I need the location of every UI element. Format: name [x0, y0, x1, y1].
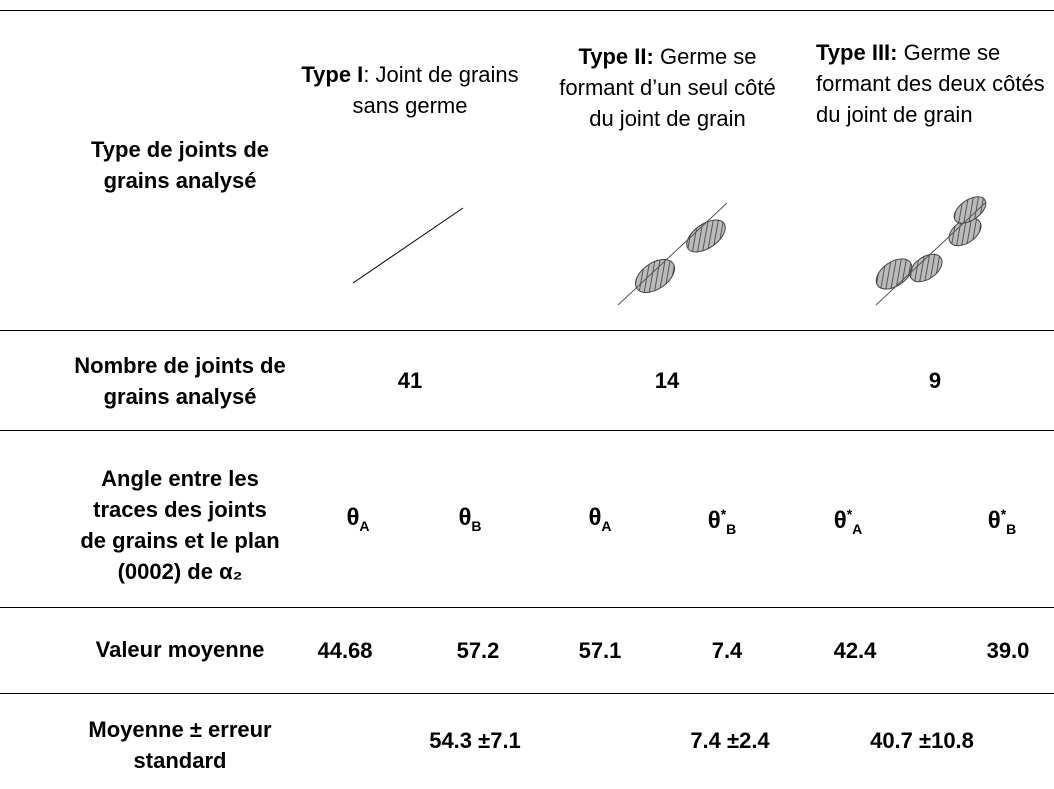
cell: 7.4 [672, 630, 782, 670]
symbol: θ*B [988, 499, 1017, 545]
symbol-sub: B [471, 518, 481, 534]
cell: 39.0 [953, 630, 1054, 670]
germ [681, 214, 731, 259]
germ [630, 253, 681, 300]
cell: 44.68 [290, 630, 400, 670]
cell: 54.3 ±7.1 [385, 720, 565, 760]
page: Type de joints de grains analysé Type I:… [0, 0, 1054, 789]
row-label: Angle entre les traces des joints de gra… [80, 455, 280, 595]
symbol-base: θ [346, 504, 359, 531]
cell: θ*B [952, 500, 1052, 544]
symbol: θ*B [708, 499, 737, 545]
symbol-sup: * [847, 506, 852, 522]
symbol-sub: A [852, 521, 862, 537]
cell: 57.1 [545, 630, 655, 670]
row-label: Nombre de joints de grains analysé [70, 344, 290, 418]
cell: 57.2 [423, 630, 533, 670]
cell: 9 [885, 360, 985, 400]
cell: 7.4 ±2.4 [640, 720, 820, 760]
germ [905, 249, 947, 288]
cell: θA [308, 500, 408, 544]
symbol-base: θ [708, 507, 721, 534]
cell: θ*A [798, 500, 898, 544]
symbol: θB [458, 502, 481, 542]
row-label: Moyenne ± erreur standard [80, 710, 280, 780]
symbol: θ*A [834, 499, 863, 545]
cell: 42.4 [800, 630, 910, 670]
symbol-sub: B [1006, 521, 1016, 537]
cell: θ*B [672, 500, 772, 544]
symbol: θA [588, 502, 611, 542]
symbol-sub: A [601, 518, 611, 534]
symbol-sub: B [726, 521, 736, 537]
cell: 14 [617, 360, 717, 400]
symbol-sup: * [1001, 506, 1006, 522]
symbol-base: θ [588, 504, 601, 531]
cell: θB [420, 500, 520, 544]
grain-boundary [876, 203, 985, 305]
cell: θA [550, 500, 650, 544]
cell: 41 [360, 360, 460, 400]
row-label: Valeur moyenne [70, 627, 290, 671]
cell: 40.7 ±10.8 [832, 720, 1012, 760]
symbol-sub: A [359, 518, 369, 534]
symbol-sup: * [721, 506, 726, 522]
symbol-base: θ [988, 507, 1001, 534]
symbol: θA [346, 502, 369, 542]
grain-boundary [618, 203, 727, 305]
symbol-base: θ [458, 504, 471, 531]
grain-boundary [353, 208, 463, 283]
symbol-base: θ [834, 507, 847, 534]
